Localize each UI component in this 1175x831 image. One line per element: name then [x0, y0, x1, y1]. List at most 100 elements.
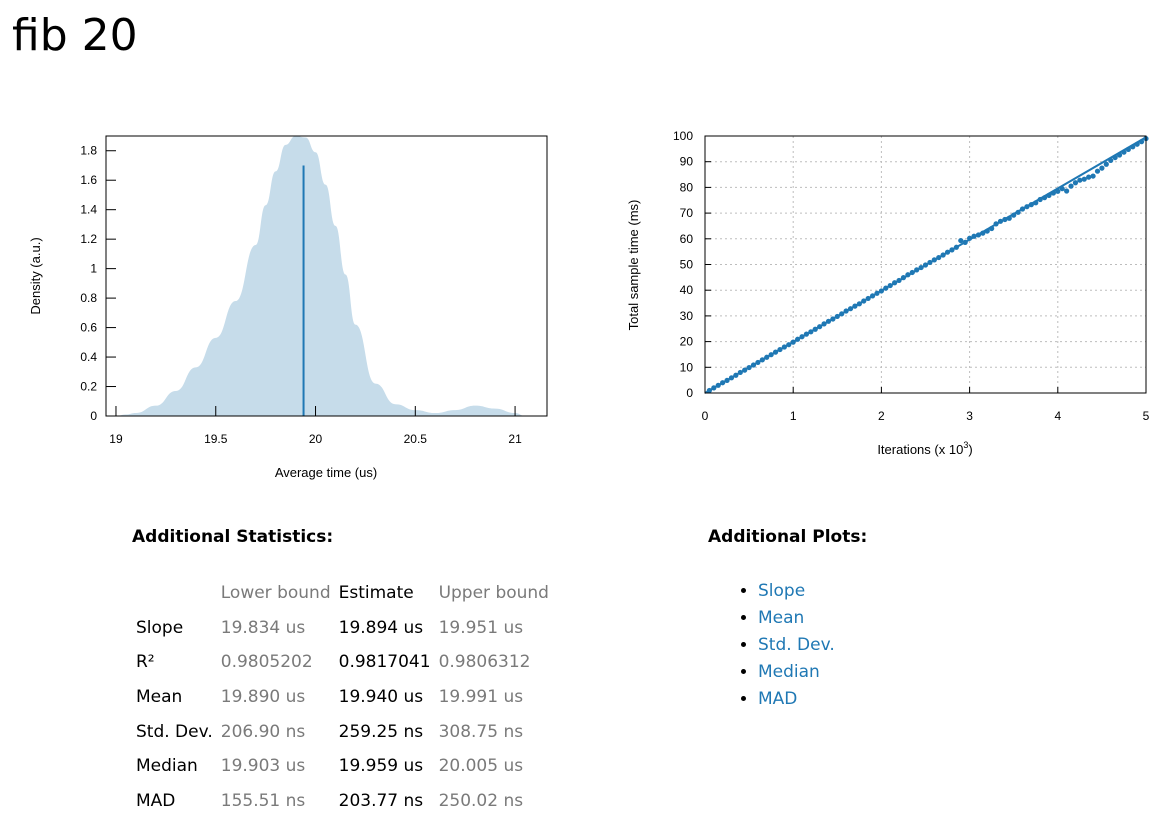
upper-bound-value: 308.75 ns: [438, 721, 524, 742]
sample-point: [777, 346, 783, 353]
sample-point: [1086, 174, 1092, 180]
sample-point: [742, 367, 748, 373]
sample-point: [1037, 196, 1043, 203]
pdf-y-tick-label: 0: [90, 409, 97, 423]
row-label: MAD: [136, 790, 176, 811]
estimate-value: 203.77 ns: [338, 790, 424, 811]
sample-point: [768, 352, 774, 358]
plot-link-median[interactable]: Median: [758, 662, 820, 682]
additional-statistics-title: Additional Statistics:: [132, 527, 334, 547]
sample-point: [1024, 204, 1030, 210]
sample-point: [962, 239, 968, 245]
sample-point: [914, 267, 920, 273]
regression-y-tick-label: 30: [680, 309, 694, 323]
lower-bound-value: 155.51 ns: [220, 790, 306, 811]
regression-y-tick-label: 50: [680, 258, 694, 272]
regression-y-tick-label: 10: [680, 360, 694, 374]
pdf-y-axis-label: Density (a.u.): [28, 237, 43, 314]
sample-point: [865, 295, 871, 302]
pdf-plot-frame: [105, 135, 548, 417]
pdf-y-tick-label: 1.6: [80, 173, 97, 187]
pdf-x-tick-label: 19.5: [204, 432, 228, 446]
sample-point: [1028, 202, 1034, 208]
sample-point: [812, 326, 818, 332]
table-row: MAD 155.51 ns 203.77 ns 250.02 ns: [132, 784, 553, 819]
sample-point: [795, 336, 801, 342]
sample-point: [1019, 206, 1026, 212]
sample-point: [1134, 141, 1140, 147]
regression-y-tick-label: 80: [680, 180, 694, 194]
lower-bound-value: 19.903 us: [220, 756, 306, 777]
pdf-x-tick-label: 20: [309, 432, 323, 446]
sample-point: [781, 344, 787, 350]
sample-point: [900, 275, 907, 281]
sample-point: [733, 372, 739, 378]
row-label: Slope: [136, 617, 184, 638]
pdf-x-tick-label: 21: [508, 432, 522, 446]
sample-point: [971, 233, 977, 239]
sample-point: [874, 290, 880, 296]
estimate-value: 19.959 us: [338, 756, 424, 777]
sample-point: [1125, 146, 1131, 152]
plot-link-mean[interactable]: Mean: [758, 608, 805, 628]
table-row: Std. Dev. 206.90 ns 259.25 ns 308.75 ns: [132, 714, 553, 749]
sample-point: [1046, 192, 1052, 198]
sample-point: [711, 385, 717, 391]
sample-point: [861, 298, 867, 304]
sample-point: [1112, 154, 1118, 161]
regression-x-tick-label: 0: [702, 409, 709, 423]
plot-link-slope[interactable]: Slope: [758, 581, 806, 601]
pdf-x-axis-label: Average time (us): [275, 465, 377, 480]
regression-y-axis-label: Total sample time (ms): [626, 200, 641, 331]
sample-point: [1099, 165, 1105, 171]
row-label: R²: [136, 652, 155, 673]
regression-x-tick-label: 1: [790, 409, 797, 423]
header-blank: [132, 576, 217, 611]
regression-x-tick-label: 4: [1054, 409, 1061, 423]
sample-point: [953, 244, 959, 250]
plot-link-std-dev[interactable]: Std. Dev.: [758, 635, 835, 655]
sample-point: [852, 303, 858, 309]
pdf-y-tick-label: 1.8: [80, 144, 97, 158]
pdf-density-area: [115, 136, 526, 416]
estimate-value: 0.9817041: [338, 652, 431, 673]
pdf-y-tick-label: 0.2: [80, 380, 97, 394]
sample-point: [764, 354, 770, 360]
row-label: Median: [136, 756, 198, 777]
sample-point: [1103, 161, 1109, 167]
additional-plots-list: Slope Mean Std. Dev. Median MAD: [735, 578, 835, 713]
sample-point: [931, 257, 937, 263]
table-row: Mean 19.890 us 19.940 us 19.991 us: [132, 680, 553, 715]
sample-point: [936, 254, 942, 261]
upper-bound-value: 19.951 us: [438, 617, 524, 638]
sample-point: [737, 369, 743, 376]
estimate-value: 19.940 us: [338, 687, 424, 708]
sample-point: [759, 357, 765, 363]
plot-link-mad[interactable]: MAD: [758, 689, 798, 709]
statistics-table: Lower bound Estimate Upper bound Slope 1…: [132, 576, 553, 818]
row-label: Std. Dev.: [136, 721, 213, 742]
sample-point: [821, 321, 827, 327]
sample-point: [1138, 139, 1145, 145]
sample-point: [993, 221, 999, 227]
list-item: Slope: [758, 578, 835, 605]
sample-point: [825, 318, 832, 324]
upper-bound-value: 19.991 us: [438, 687, 524, 708]
regression-y-tick-label: 100: [673, 129, 693, 143]
sample-point: [958, 237, 964, 244]
sample-point: [896, 277, 902, 284]
sample-point: [755, 359, 761, 366]
pdf-x-tick-label: 19: [109, 432, 123, 446]
sample-point: [750, 362, 757, 368]
regression-y-tick-label: 20: [680, 335, 694, 349]
upper-bound-value: 0.9806312: [438, 652, 531, 673]
sample-point: [706, 387, 713, 394]
sample-point: [967, 235, 973, 241]
sample-point: [839, 311, 845, 317]
lower-bound-value: 206.90 ns: [220, 721, 306, 742]
regression-y-tick-label: 60: [680, 232, 694, 246]
sample-point: [1130, 144, 1136, 150]
sample-point: [1033, 200, 1039, 206]
sample-point: [1059, 186, 1065, 192]
sample-point: [746, 364, 752, 371]
